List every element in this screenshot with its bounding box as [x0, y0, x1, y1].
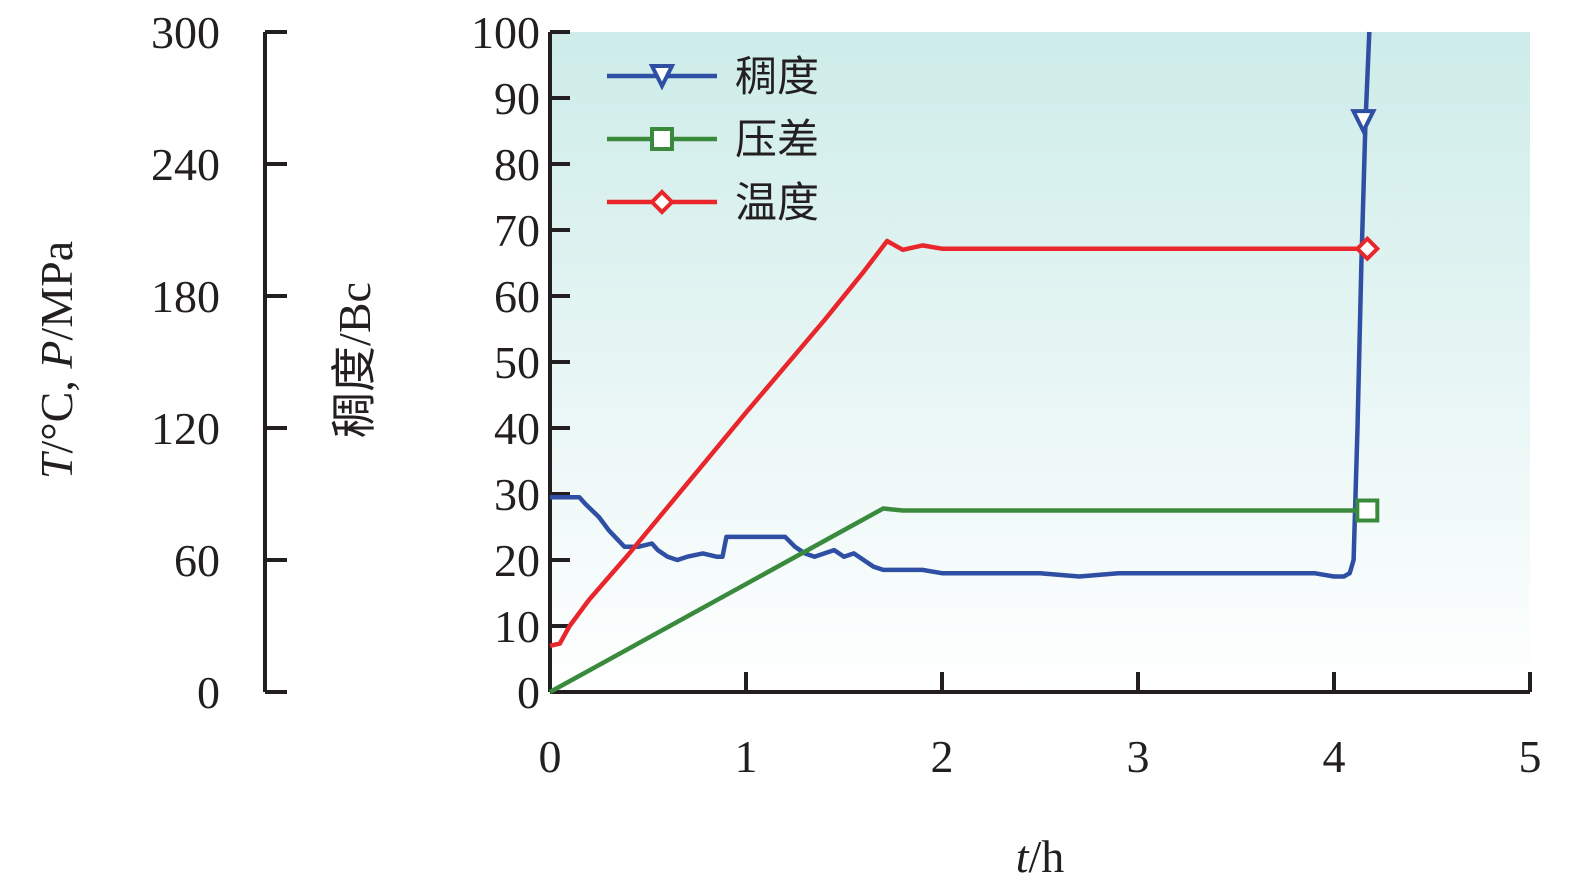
time-axis: 0 1 2 3 4 5 [539, 672, 1542, 782]
consistency-marker [1350, 109, 1377, 136]
temperature-marker [1354, 235, 1381, 262]
legend-consistency-marker [648, 64, 676, 91]
consistency-tick-label: 10 [494, 601, 540, 652]
consistency-tick-label: 60 [494, 271, 540, 322]
legend-pressure-difference-marker [650, 127, 674, 151]
consistency-tick-label: 30 [494, 469, 540, 520]
temperature-pressure-axis: 0 60 120 180 240 300 [151, 7, 287, 718]
consistency-tick-label: 100 [471, 7, 540, 58]
temperature-pressure-tick-label: 120 [151, 403, 220, 454]
consistency-tick-label: 70 [494, 205, 540, 256]
time-tick-label: 5 [1519, 731, 1542, 782]
time-tick-label: 0 [539, 731, 562, 782]
temperature-pressure-tick-label: 300 [151, 7, 220, 58]
pressure-difference-marker [1355, 498, 1380, 523]
time-tick-label: 4 [1323, 731, 1346, 782]
temperature-pressure-tick-label: 240 [151, 139, 220, 190]
consistency-tick-label: 0 [517, 667, 540, 718]
legend-temperature-label: 温度 [735, 178, 819, 227]
consistency-tick-label: 80 [494, 139, 540, 190]
legend-pressure-difference-label: 压差 [735, 115, 819, 164]
consistency-tick-label: 50 [494, 337, 540, 388]
time-tick-label: 3 [1127, 731, 1150, 782]
consistency-tick-label: 90 [494, 73, 540, 124]
temperature-line [549, 238, 1368, 648]
temperature-pressure-tick-label: 180 [151, 271, 220, 322]
consistency-axis-label: 稠度/Bc [329, 282, 380, 438]
time-tick-label: 2 [931, 731, 954, 782]
series-lines [548, 31, 1381, 694]
consistency-axis: 0 10 20 30 40 50 60 70 80 90 100 [471, 7, 570, 718]
temperature-pressure-tick-label: 0 [197, 667, 220, 718]
consistency-tick-label: 20 [494, 535, 540, 586]
time-axis-label: t/h [1016, 831, 1065, 882]
temperature-pressure-axis-label: T/°C, P/MPa [31, 241, 82, 479]
consistency-tick-label: 40 [494, 403, 540, 454]
consistency-line [550, 31, 1372, 579]
pressure-difference-line [548, 506, 1368, 694]
legend-consistency-label: 稠度 [735, 52, 819, 101]
temperature-pressure-tick-label: 60 [174, 535, 220, 586]
legend-temperature-marker [649, 189, 675, 215]
plot-background [550, 32, 1530, 692]
time-tick-label: 1 [735, 731, 758, 782]
